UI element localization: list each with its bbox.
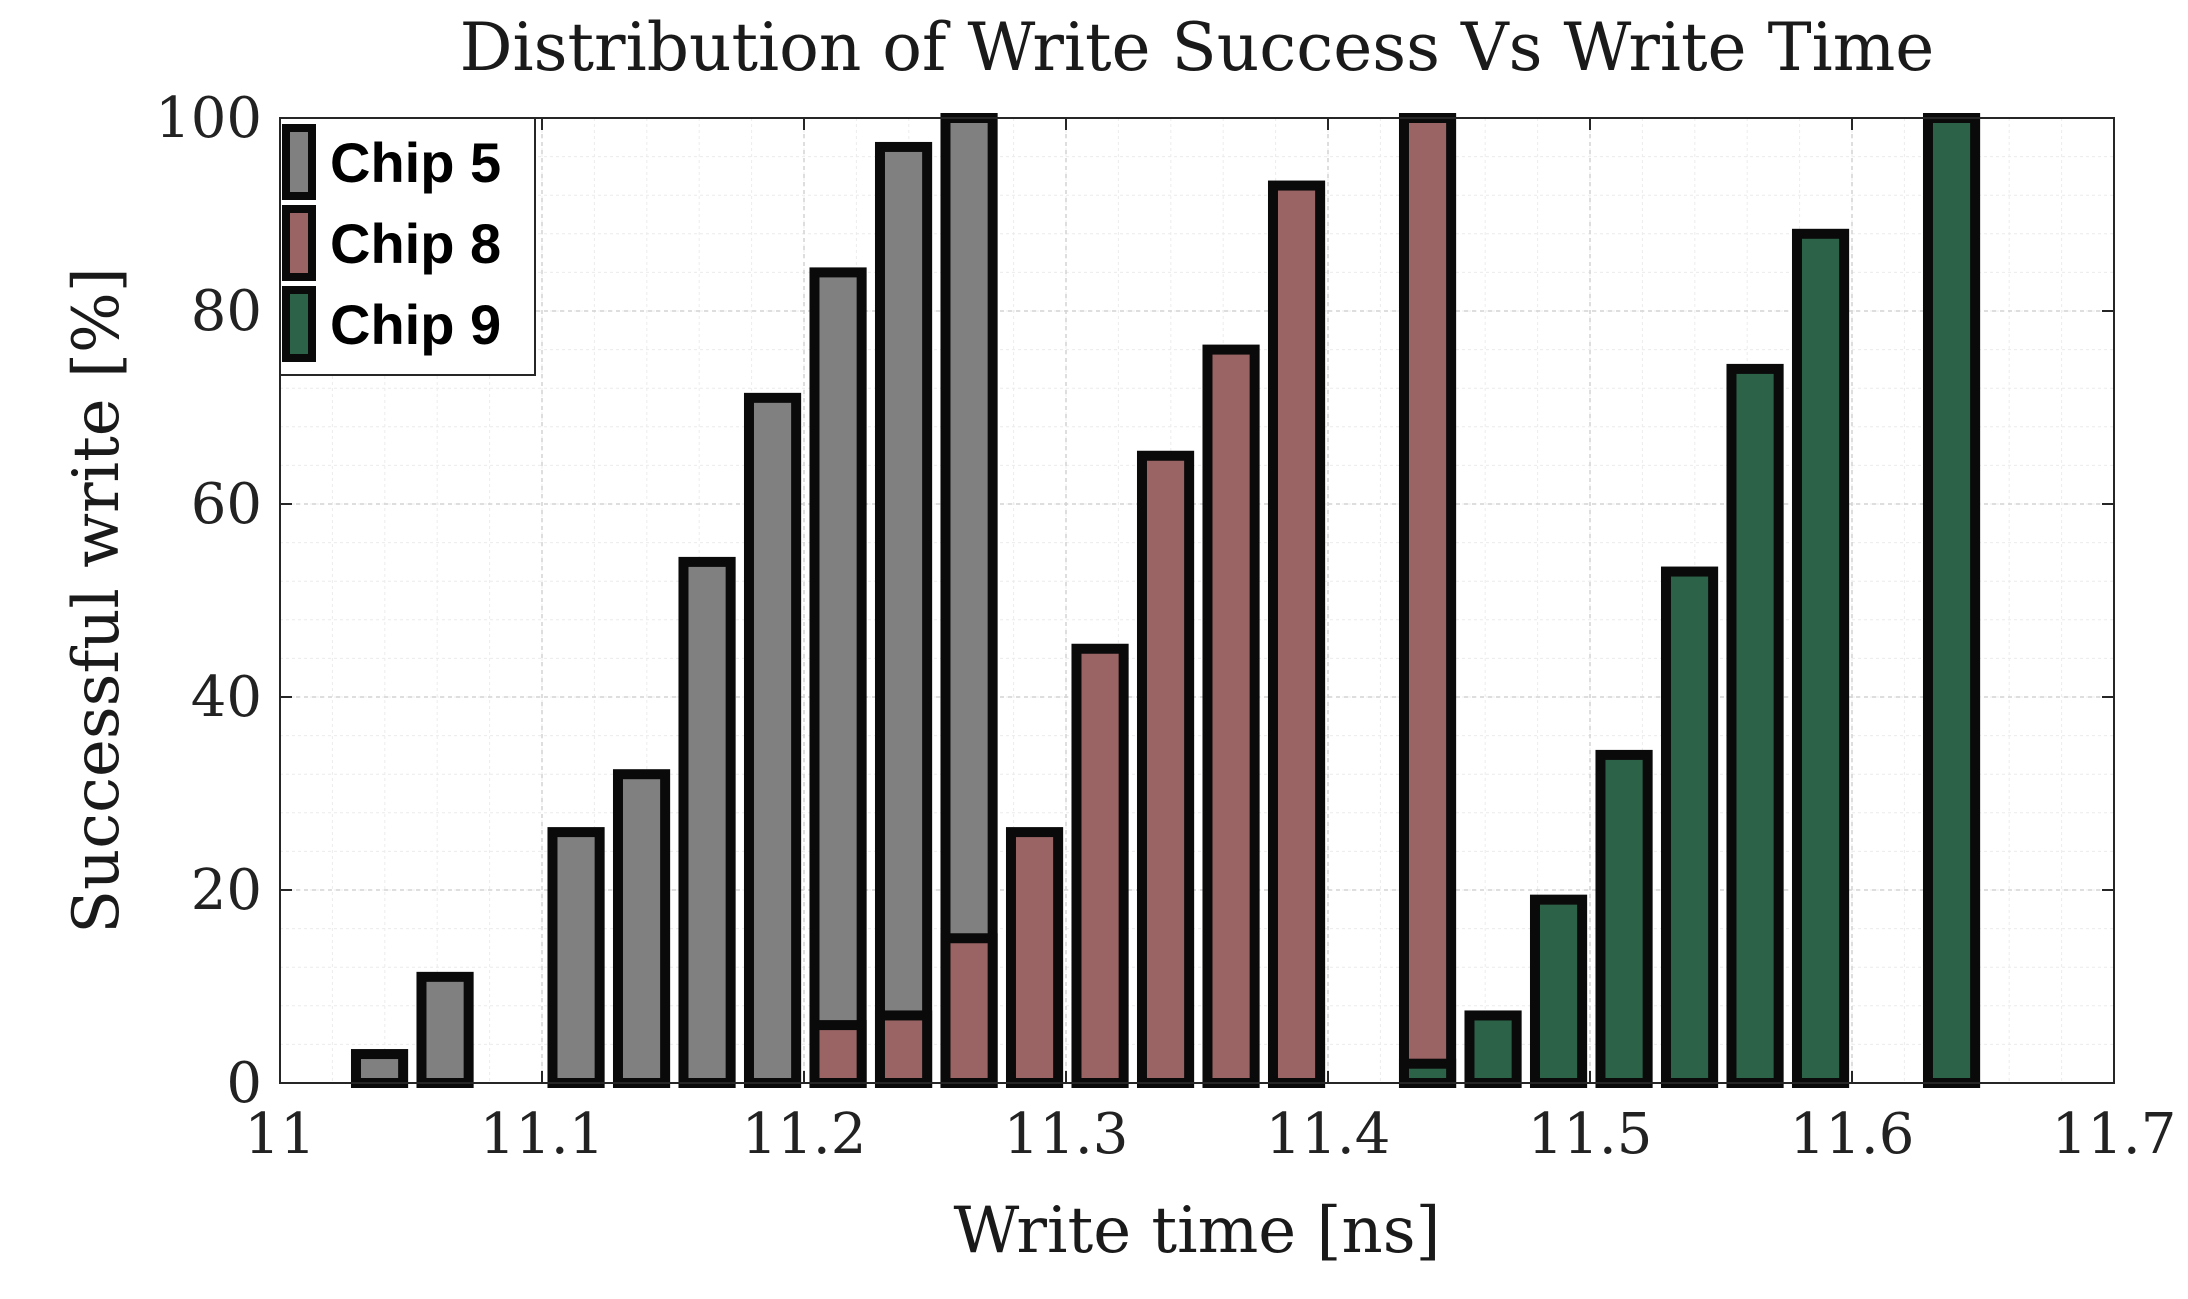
bar: [416, 971, 474, 1088]
series-chip-9: [1398, 113, 1981, 1089]
x-tick-label: 11.4: [1266, 1102, 1391, 1167]
x-tick-label: 11.7: [2052, 1102, 2177, 1167]
bar: [612, 769, 671, 1088]
bar: [350, 1049, 409, 1089]
bar: [1922, 113, 1981, 1088]
y-tick-label: 40: [191, 665, 262, 730]
bar: [1529, 894, 1588, 1089]
x-tick-label: 11.3: [1004, 1102, 1129, 1167]
bar: [678, 556, 736, 1088]
bar: [874, 141, 933, 1088]
x-tick-label: 11: [244, 1102, 315, 1167]
legend-swatch: [282, 124, 316, 200]
chart-title: Distribution of Write Success Vs Write T…: [460, 9, 1935, 86]
y-tick-label: 100: [155, 86, 262, 151]
bar: [1267, 180, 1326, 1089]
bar: [1398, 1058, 1457, 1088]
bar: [1202, 344, 1260, 1089]
y-axis-label: Successful write [%]: [60, 267, 134, 934]
bar: [547, 827, 605, 1088]
bar: [940, 933, 998, 1088]
bar: [1595, 749, 1653, 1089]
bar: [1005, 827, 1064, 1088]
bar: [874, 1010, 933, 1089]
ticks: 11 11.1 11.2 11.3 11.4 11.5 11.6 11.7 0 20 40 60 80 1…: [155, 86, 2176, 1167]
y-tick-label: 20: [191, 858, 262, 923]
legend-swatch: [282, 286, 316, 362]
bar: [940, 113, 998, 1088]
y-tick-label: 60: [191, 472, 262, 537]
x-tick-label: 11.5: [1528, 1102, 1653, 1167]
legend-box: [279, 117, 536, 376]
plot-frame: [279, 117, 2115, 1084]
series-chip-8: [809, 113, 1457, 1089]
bar: [743, 392, 802, 1089]
bar: [1136, 450, 1195, 1088]
bar: [1660, 566, 1719, 1088]
bar: [1791, 228, 1850, 1089]
y-tick-label: 0: [226, 1051, 262, 1116]
legend-label: Chip 9: [330, 293, 501, 356]
x-tick-label: 11.1: [480, 1102, 605, 1167]
bar: [1398, 113, 1457, 1088]
legend-swatch: [282, 205, 316, 281]
legend-label: Chip 8: [330, 212, 501, 275]
bar: [1071, 643, 1129, 1088]
x-tick-label: 11.6: [1790, 1102, 1915, 1167]
legend: Chip 5 Chip 8 Chip 9: [279, 117, 536, 376]
bar: [1726, 363, 1784, 1088]
legend-label: Chip 5: [330, 131, 501, 194]
bar: [809, 1020, 867, 1088]
x-axis-label: Write time [ns]: [954, 1194, 1441, 1268]
series-chip-5: [350, 113, 998, 1089]
bar: [809, 267, 867, 1088]
x-tick-label: 11.2: [742, 1102, 867, 1167]
bar: [1464, 1010, 1522, 1089]
y-tick-label: 80: [191, 279, 262, 344]
bars: [350, 113, 1981, 1089]
